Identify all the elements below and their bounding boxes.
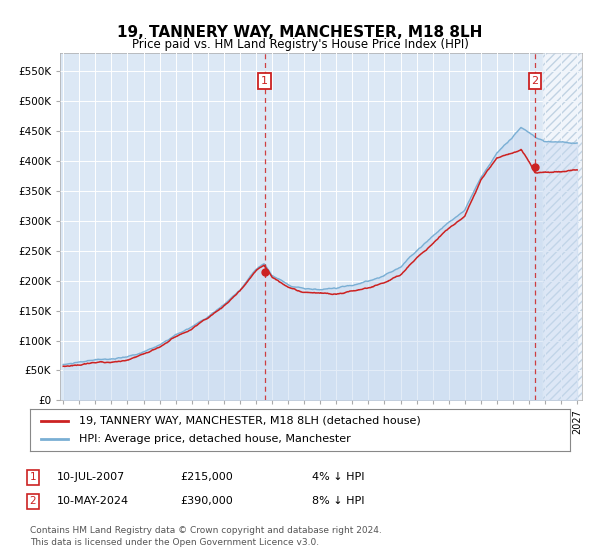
Text: 2: 2 — [29, 496, 37, 506]
Text: 19, TANNERY WAY, MANCHESTER, M18 8LH: 19, TANNERY WAY, MANCHESTER, M18 8LH — [118, 25, 482, 40]
Text: 2: 2 — [532, 76, 539, 86]
Text: 19, TANNERY WAY, MANCHESTER, M18 8LH (detached house): 19, TANNERY WAY, MANCHESTER, M18 8LH (de… — [79, 416, 421, 426]
Text: £215,000: £215,000 — [180, 472, 233, 482]
Text: 10-JUL-2007: 10-JUL-2007 — [57, 472, 125, 482]
Text: Price paid vs. HM Land Registry's House Price Index (HPI): Price paid vs. HM Land Registry's House … — [131, 38, 469, 51]
Text: 1: 1 — [29, 472, 37, 482]
Text: 8% ↓ HPI: 8% ↓ HPI — [312, 496, 365, 506]
Bar — [544, 53, 582, 400]
Text: 10-MAY-2024: 10-MAY-2024 — [57, 496, 129, 506]
Text: £390,000: £390,000 — [180, 496, 233, 506]
Text: HPI: Average price, detached house, Manchester: HPI: Average price, detached house, Manc… — [79, 434, 350, 444]
Bar — [544, 53, 582, 400]
Bar — [544, 53, 582, 400]
Text: 4% ↓ HPI: 4% ↓ HPI — [312, 472, 365, 482]
Text: Contains HM Land Registry data © Crown copyright and database right 2024.: Contains HM Land Registry data © Crown c… — [30, 526, 382, 535]
Text: This data is licensed under the Open Government Licence v3.0.: This data is licensed under the Open Gov… — [30, 538, 319, 547]
Text: 1: 1 — [261, 76, 268, 86]
